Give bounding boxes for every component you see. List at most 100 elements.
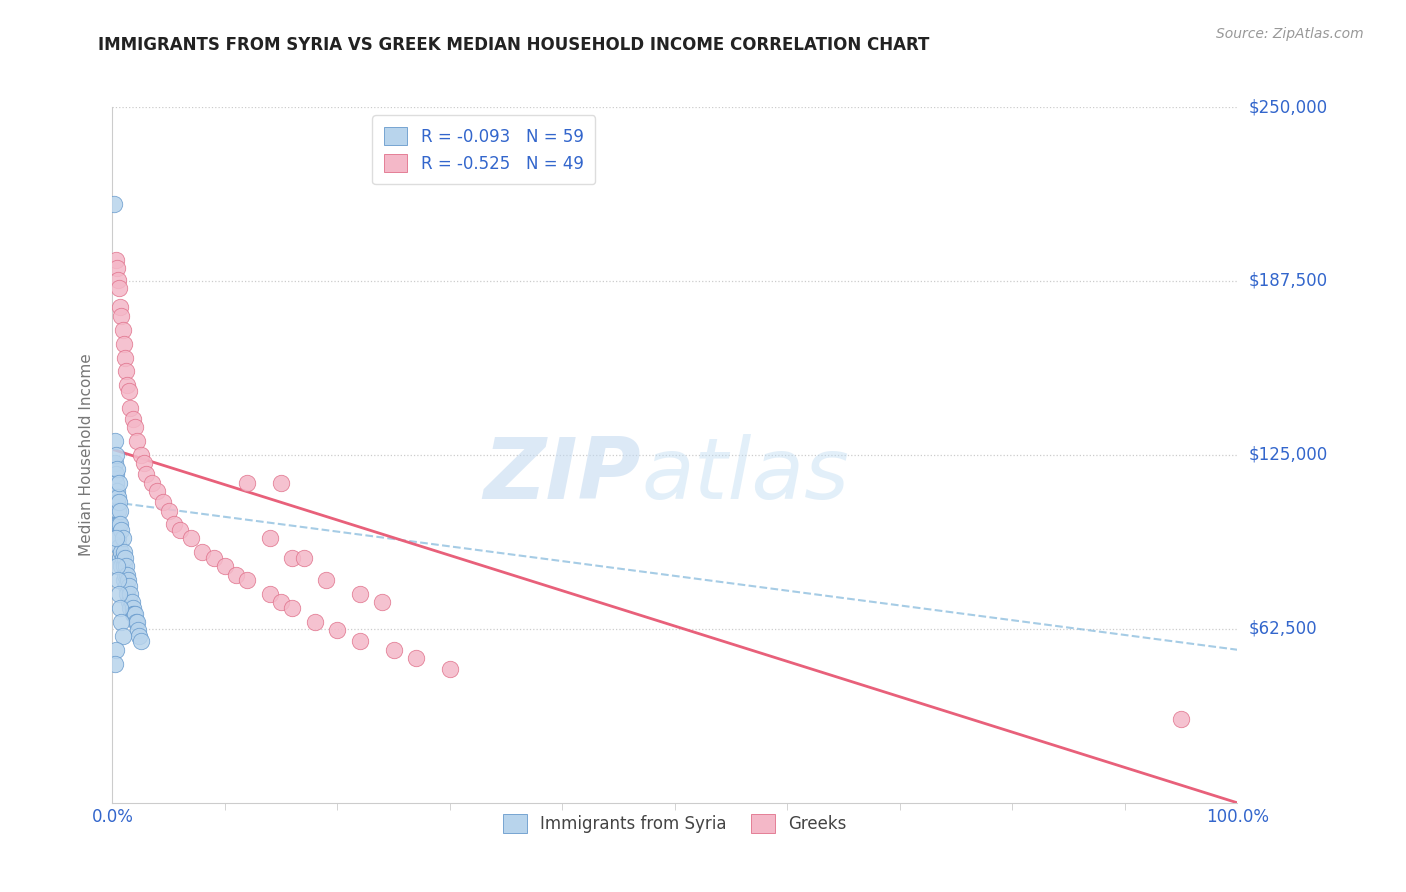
Point [349, 587, 371, 601]
Point [110, 545, 132, 559]
Point [127, 624, 149, 638]
Point [120, 587, 142, 601]
Point [259, 532, 281, 546]
Point [121, 411, 143, 425]
Legend: Immigrants from Syria, Greeks: Immigrants from Syria, Greeks [496, 807, 853, 839]
Point [115, 378, 138, 392]
Point [129, 448, 152, 462]
Point [112, 559, 135, 574]
Point [115, 579, 138, 593]
Point [202, 550, 225, 565]
Point [304, 615, 326, 629]
Point [107, 532, 129, 546]
Point [105, 484, 128, 499]
Point [107, 517, 129, 532]
Point [118, 579, 141, 593]
Point [439, 662, 461, 676]
Point [107, 490, 129, 504]
Point [107, 272, 129, 286]
Point [114, 567, 136, 582]
Point [110, 550, 132, 565]
Point [111, 532, 134, 546]
Point [122, 607, 145, 621]
Point [152, 495, 174, 509]
Point [105, 462, 128, 476]
Point [115, 567, 138, 582]
Point [125, 615, 148, 629]
Text: ZIP: ZIP [484, 434, 641, 517]
Point [105, 495, 128, 509]
Text: IMMIGRANTS FROM SYRIA VS GREEK MEDIAN HOUSEHOLD INCOME CORRELATION CHART: IMMIGRANTS FROM SYRIA VS GREEK MEDIAN HO… [98, 36, 929, 54]
Point [121, 601, 143, 615]
Point [107, 503, 129, 517]
Point [1170, 712, 1192, 726]
Point [281, 601, 304, 615]
Point [135, 467, 157, 482]
Point [104, 642, 127, 657]
Point [114, 351, 136, 365]
Point [103, 197, 125, 211]
Point [270, 595, 292, 609]
Point [118, 384, 141, 398]
Point [124, 420, 146, 434]
Point [124, 607, 146, 621]
Point [129, 634, 152, 648]
Point [110, 503, 132, 517]
Point [141, 475, 163, 490]
Point [111, 629, 134, 643]
Point [110, 301, 132, 315]
Point [105, 261, 128, 276]
Point [105, 517, 128, 532]
Point [104, 532, 127, 546]
Point [104, 434, 127, 448]
Text: $250,000: $250,000 [1249, 98, 1327, 116]
Point [120, 601, 142, 615]
Point [191, 545, 214, 559]
Point [110, 517, 132, 532]
Point [349, 634, 371, 648]
Text: $62,500: $62,500 [1249, 620, 1317, 638]
Point [110, 601, 132, 615]
Point [292, 550, 315, 565]
Point [114, 550, 136, 565]
Point [104, 456, 127, 470]
Point [127, 434, 149, 448]
Point [112, 573, 135, 587]
Point [180, 532, 202, 546]
Point [405, 651, 427, 665]
Point [108, 475, 131, 490]
Point [146, 484, 169, 499]
Y-axis label: Median Household Income: Median Household Income [79, 353, 94, 557]
Point [132, 456, 155, 470]
Point [110, 615, 132, 629]
Point [121, 595, 143, 609]
Point [270, 475, 292, 490]
Point [157, 503, 180, 517]
Point [110, 559, 132, 574]
Point [121, 607, 143, 621]
Point [108, 281, 131, 295]
Point [127, 615, 149, 629]
Point [120, 401, 142, 415]
Point [108, 587, 131, 601]
Point [382, 642, 405, 657]
Point [214, 559, 236, 574]
Point [315, 573, 337, 587]
Text: $187,500: $187,500 [1249, 272, 1327, 290]
Point [110, 309, 132, 323]
Point [281, 550, 304, 565]
Point [108, 495, 131, 509]
Point [259, 587, 281, 601]
Point [111, 323, 134, 337]
Point [117, 573, 139, 587]
Point [110, 523, 132, 537]
Point [115, 364, 138, 378]
Point [105, 559, 128, 574]
Point [163, 517, 186, 532]
Point [371, 595, 394, 609]
Point [236, 475, 259, 490]
Point [108, 517, 131, 532]
Point [236, 573, 259, 587]
Point [118, 595, 141, 609]
Point [104, 448, 127, 462]
